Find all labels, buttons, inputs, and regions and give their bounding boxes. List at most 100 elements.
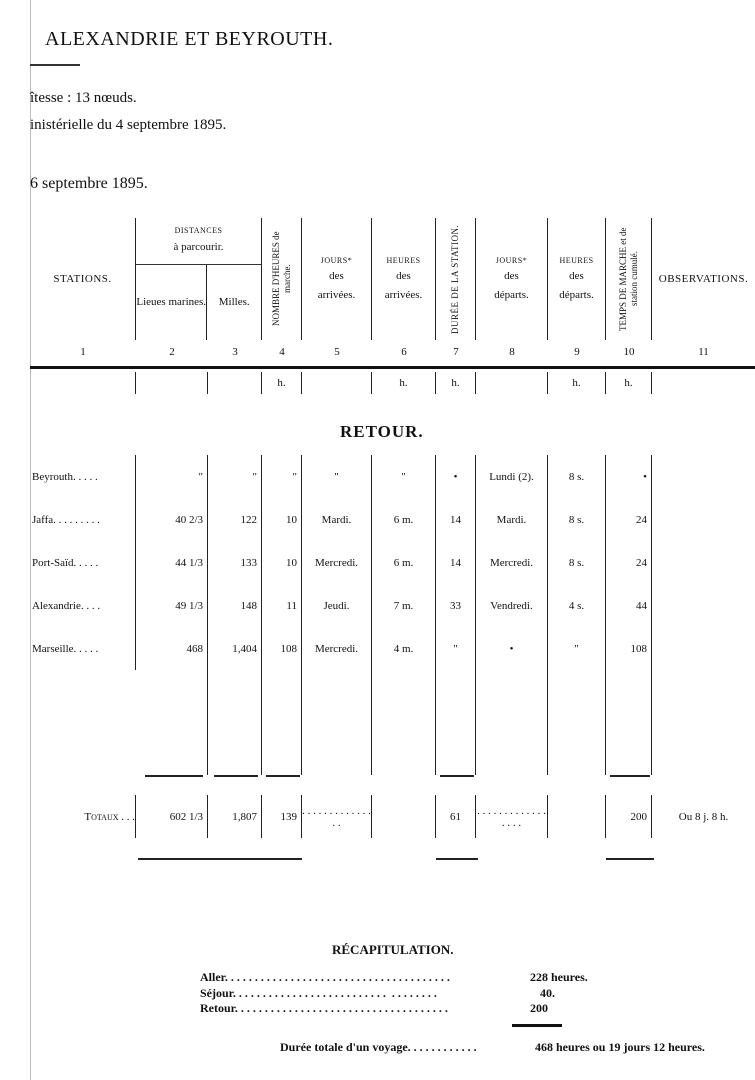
table-cell: 11 [262, 584, 302, 627]
recap-value: 228 heures. [530, 970, 588, 984]
table-cell: 8 s. [548, 498, 606, 541]
table-cell: Mercredi. [302, 541, 372, 584]
total-rule [610, 775, 650, 777]
table-cell: " [548, 627, 606, 670]
col-num: 5 [334, 346, 340, 358]
empty-cell [208, 670, 262, 775]
table-cell: 14 [436, 498, 476, 541]
table-cell: Mercredi. [302, 627, 372, 670]
table-cell: " [208, 455, 262, 498]
recap-value: 40. [540, 986, 555, 1000]
recap-label: Retour. . . . . . . . . . . . . . . . . … [200, 1001, 448, 1015]
unit: h. [372, 372, 436, 394]
bottom-rule [138, 858, 302, 860]
table-cell: 24 [606, 541, 652, 584]
unit [476, 372, 548, 394]
speed-text: îtesse : 13 nœuds. [30, 90, 137, 106]
table-cell: 200 [606, 795, 652, 838]
table-cell: 40 2/3 [136, 498, 208, 541]
h9b: des [569, 270, 584, 283]
table-cell: . . . . . . . . . . . . . . . . . [476, 795, 548, 838]
totals-row: Totaux . . . 602 1/3 1,807 139. . . . . . .… [30, 795, 755, 838]
unit [136, 372, 208, 394]
table-cell: 108 [606, 627, 652, 670]
table-cell: 148 [208, 584, 262, 627]
total-rule [214, 775, 258, 777]
total-rule [266, 775, 300, 777]
table-cell: 7 m. [372, 584, 436, 627]
h5b: des [329, 270, 344, 283]
table-cell: 10 [262, 498, 302, 541]
table-cell: 468 [136, 627, 208, 670]
recap-label: Aller. . . . . . . . . . . . . . . . . .… [200, 970, 450, 984]
empty-cell [30, 670, 136, 775]
table-cell: Mardi. [302, 498, 372, 541]
h8a: JOURS* [495, 255, 528, 265]
table-row: Port-Saïd. . . . . 44 1/3 133 10 Mercredi. 6 … [30, 541, 755, 584]
table-cell: Port-Saïd. . . . . [30, 541, 136, 584]
header-stations: STATIONS. [30, 218, 136, 340]
unit [30, 372, 136, 394]
table-cell: " [436, 627, 476, 670]
table-cell: . . . . . . . . . . . . . . . [302, 795, 372, 838]
col-num: 9 [574, 346, 580, 358]
header-lieues: Lieues marines. [136, 265, 208, 340]
table-cell: Totaux . . . [30, 795, 136, 838]
header-distances: DISTANCES à parcourir. Lieues marines. M… [136, 218, 262, 340]
table-cell: 44 [606, 584, 652, 627]
col-num: 2 [169, 346, 175, 358]
recap-value: 200 [530, 1001, 548, 1015]
empty-cell [436, 670, 476, 775]
unit: h. [262, 372, 302, 394]
table-row: Beyrouth. . . . . " " " " " • Lundi (2). 8 s. • [30, 455, 755, 498]
recap-total-label: Durée totale d'un voyage. . . . . . . . … [280, 1040, 477, 1054]
table-cell: 108 [262, 627, 302, 670]
table-cell: 133 [208, 541, 262, 584]
col-num: 11 [698, 346, 709, 358]
table-cell: 8 s. [548, 455, 606, 498]
empty-cell [652, 670, 755, 775]
section-title: RETOUR. [340, 422, 424, 441]
table-cell [652, 455, 755, 498]
table-cell: 122 [208, 498, 262, 541]
distances-label: DISTANCES [174, 226, 223, 235]
table-cell: 1,807 [208, 795, 262, 838]
table-cell: Alexandrie. . . . [30, 584, 136, 627]
table-cell: 1,404 [208, 627, 262, 670]
table-cell [548, 795, 606, 838]
col-num: 8 [509, 346, 515, 358]
unit [302, 372, 372, 394]
empty-cell [476, 670, 548, 775]
recap-label: Séjour. . . . . . . . . . . . . . . . . … [200, 986, 437, 1000]
h5a: JOURS* [320, 255, 353, 265]
empty-cell [372, 670, 436, 775]
h6a: HEURES [386, 255, 421, 265]
h6b: des [396, 270, 411, 283]
h5c: arrivées. [317, 288, 356, 301]
h8c: départs. [494, 288, 529, 301]
empty-cell [136, 670, 208, 775]
decision-text: inistérielle du 4 septembre 1895. [30, 117, 227, 133]
units-row: h. h. h. h. h. [30, 372, 755, 394]
table-cell: 8 s. [548, 541, 606, 584]
col-num: 7 [453, 346, 459, 358]
table-cell: 4 m. [372, 627, 436, 670]
header-heures-marche: NOMBRE D'HEURES de marche. [270, 231, 292, 327]
table-cell [652, 498, 755, 541]
header-thick-rule [30, 366, 755, 369]
page-title: ALEXANDRIE ET BEYROUTH. [45, 28, 334, 50]
table-cell: Lundi (2). [476, 455, 548, 498]
table-cell: 14 [436, 541, 476, 584]
recap-total-value: 468 heures ou 19 jours 12 heures. [535, 1040, 705, 1054]
table-cell: 33 [436, 584, 476, 627]
bottom-rule [436, 858, 478, 860]
date-text: 6 septembre 1895. [30, 175, 148, 192]
col-num: 1 [80, 346, 86, 358]
table-cell: Vendredi. [476, 584, 548, 627]
table-cell: • [476, 627, 548, 670]
table-cell: 49 1/3 [136, 584, 208, 627]
table-cell [652, 584, 755, 627]
col-num: 10 [623, 346, 635, 358]
total-rule [145, 775, 203, 777]
h6c: arrivées. [384, 288, 423, 301]
